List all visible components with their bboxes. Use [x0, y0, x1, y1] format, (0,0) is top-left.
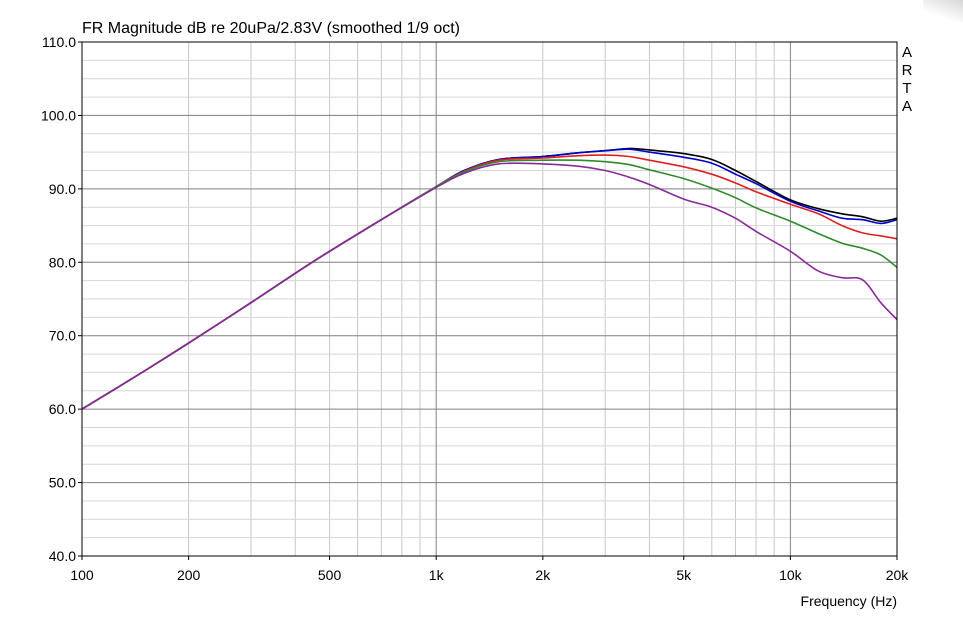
- y-axis-ticks: 40.0 50.0 60.0 70.0 80.0 90.0 100.0 110.0: [41, 34, 82, 564]
- series-layer: [81, 147, 898, 410]
- watermark-letter: A: [902, 44, 912, 61]
- watermark-letter: R: [902, 62, 913, 79]
- x-axis-label: Frequency (Hz): [801, 593, 897, 609]
- series-line-2: [81, 148, 898, 410]
- watermark-letter: T: [902, 80, 911, 97]
- y-tick-label: 90.0: [49, 181, 76, 197]
- plot-frame: [81, 41, 898, 557]
- series-line-1: [81, 147, 898, 410]
- y-tick-label: 50.0: [49, 475, 76, 491]
- x-tick-label: 2k: [535, 567, 551, 583]
- x-tick-label: 5k: [676, 567, 692, 583]
- window-corner-shadow: [923, 0, 963, 22]
- chart-title: FR Magnitude dB re 20uPa/2.83V (smoothed…: [82, 20, 460, 37]
- y-tick-label: 70.0: [49, 328, 76, 344]
- y-tick-label: 110.0: [42, 34, 76, 50]
- y-tick-label: 60.0: [49, 401, 76, 417]
- series-line-5: [81, 162, 898, 410]
- x-tick-label: 10k: [779, 567, 803, 583]
- x-tick-label: 200: [177, 567, 201, 583]
- watermark-letter: A: [902, 98, 912, 115]
- y-tick-label: 80.0: [49, 254, 76, 270]
- y-tick-label: 100.0: [41, 107, 76, 123]
- x-tick-label: 1k: [429, 567, 445, 583]
- x-tick-label: 500: [318, 567, 342, 583]
- series-line-4: [81, 159, 898, 410]
- x-tick-label: 100: [70, 567, 94, 583]
- x-axis-ticks: 100 200 500 1k 2k 5k 10k 20k: [70, 556, 909, 583]
- grid: [81, 41, 898, 557]
- y-tick-label: 40.0: [49, 548, 76, 564]
- x-tick-label: 20k: [886, 567, 910, 583]
